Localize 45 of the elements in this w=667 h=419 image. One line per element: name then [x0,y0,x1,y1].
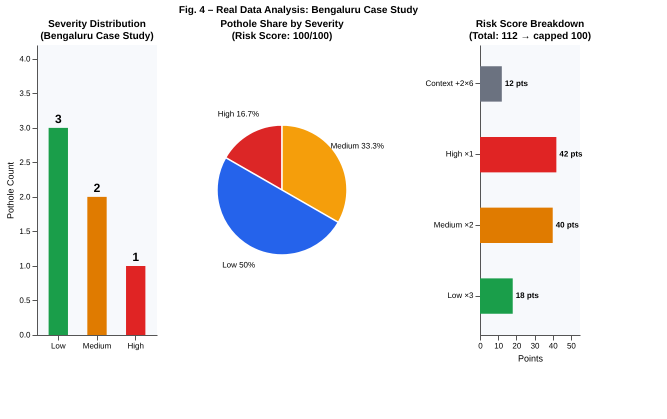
y-tick-label: 0.0 [19,330,32,340]
x-tick-label: 0 [478,342,484,350]
x-tick-label: Medium [82,342,112,350]
bar [480,66,502,102]
x-tick-label: 30 [530,342,540,350]
bar [48,128,68,335]
bar [480,136,556,172]
x-tick-label: 20 [512,342,522,350]
data-label: 1 [132,250,140,264]
data-label: 40 pts [556,220,580,230]
y-axis-title: Pothole Count [5,161,16,220]
y-tick-label: 1.0 [19,261,32,270]
bar [480,208,553,244]
x-tick-label: Low [50,342,66,350]
y-tick-label: 2.0 [19,192,32,202]
data-label: 18 pts [516,291,540,300]
bar [126,266,146,335]
x-tick-label: 50 [566,342,576,350]
y-tick-label: High ×1 [446,150,474,159]
bar [480,278,513,314]
data-label: 12 pts [504,78,528,88]
y-tick-label: Medium ×2 [434,220,474,230]
slice-label: High 16.7% [218,110,260,119]
y-tick-label: 3.0 [19,123,32,132]
slice-label: Medium 33.3% [330,141,384,150]
x-axis-title: Points [518,354,544,364]
y-tick-label: Context +2×6 [425,78,474,88]
data-label: 2 [94,180,101,195]
x-tick-label: 10 [494,342,504,350]
data-label: 42 pts [559,150,584,159]
caption: Fig. 4 – Real Data Analysis: Bengaluru Case Study [178,5,418,16]
y-tick-label: Low ×3 [447,291,474,300]
y-tick-label: 4.0 [19,54,32,64]
y-tick-label: 1.5 [19,226,32,236]
x-tick-label: High [127,342,144,350]
bar [87,196,107,335]
slice-label: Low 50% [222,260,256,270]
y-tick-label: 0.5 [19,296,32,305]
x-tick-label: 40 [548,342,558,350]
data-label: 3 [54,112,62,126]
y-tick-label: 2.5 [19,158,32,167]
chart-title: Risk Score Breakdown (Total: 112 → capped 100) [468,19,592,42]
chart-title: Severity Distribution (Bengaluru Case Study) [40,19,154,42]
y-tick-label: 3.5 [19,88,32,98]
chart-title: Pothole Share by Severity (Risk Score: 100/100) [220,19,344,42]
